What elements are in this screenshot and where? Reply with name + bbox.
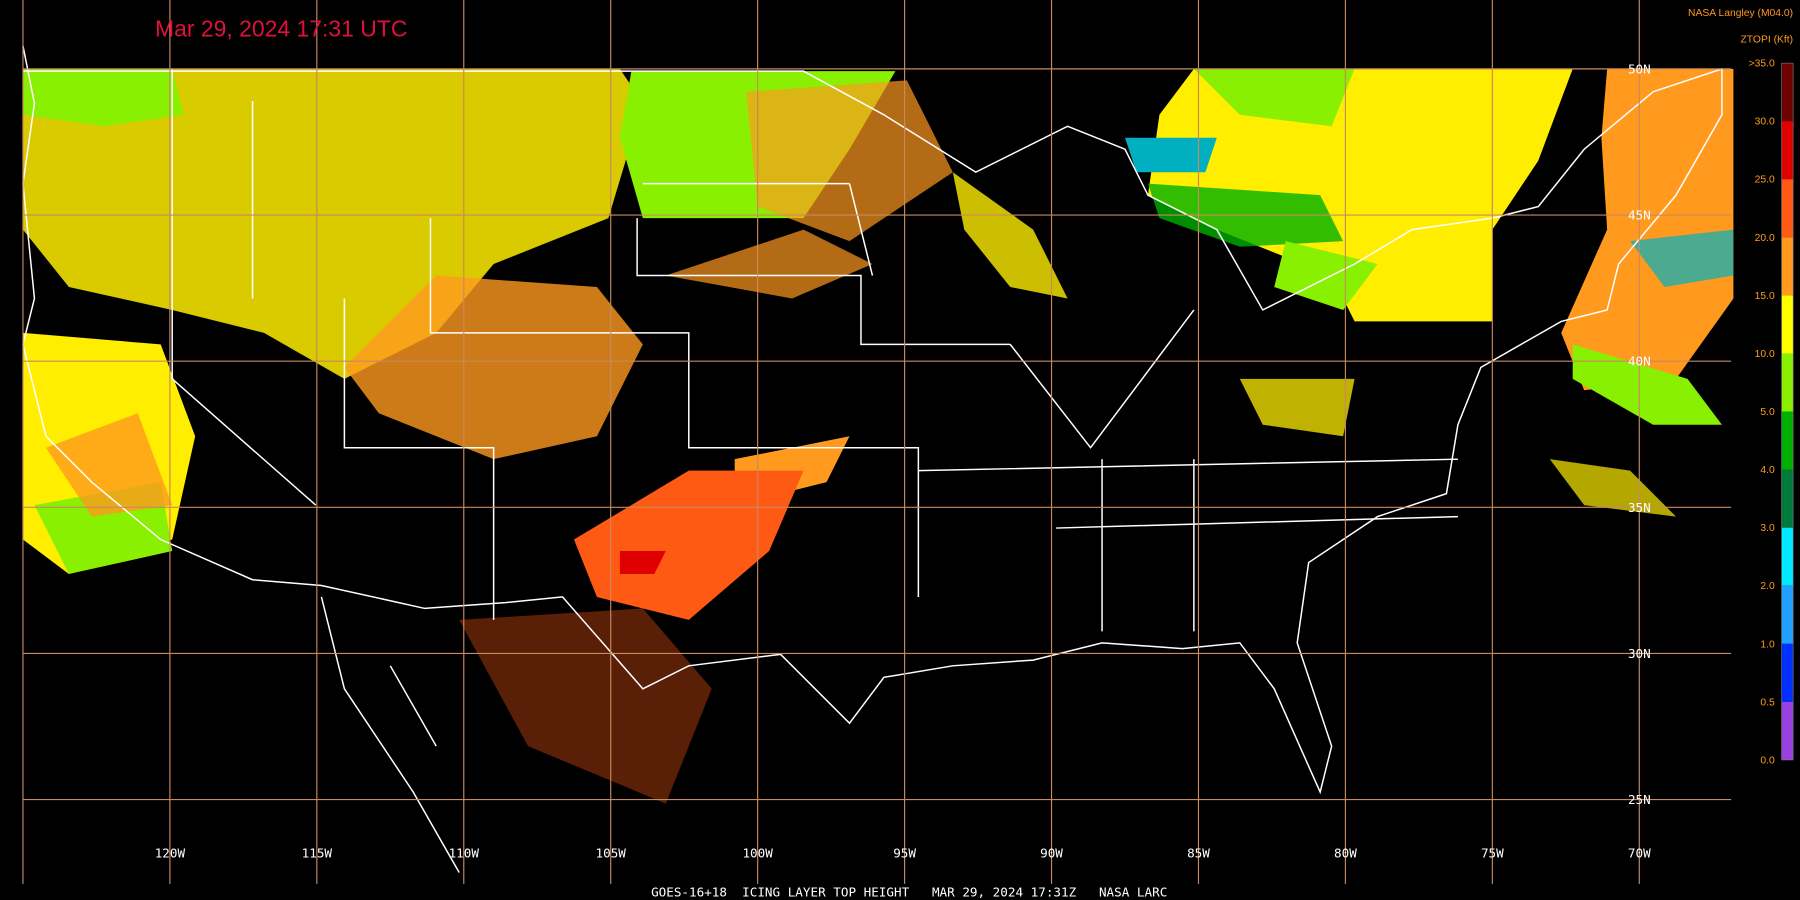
legend-label: 0.0 xyxy=(1760,755,1775,766)
longitude-label: 75W xyxy=(1481,846,1504,861)
longitude-label: 120W xyxy=(155,846,186,861)
latitude-label: 35N xyxy=(1628,500,1651,515)
longitude-label: 105W xyxy=(596,846,627,861)
legend-frame xyxy=(1781,62,1794,761)
longitude-label: 90W xyxy=(1040,846,1063,861)
legend-label: 25.0 xyxy=(1755,175,1775,186)
longitude-label: 110W xyxy=(449,846,480,861)
longitude-label: 70W xyxy=(1628,846,1651,861)
longitude-label: 115W xyxy=(302,846,333,861)
timestamp: Mar 29, 2024 17:31 UTC xyxy=(155,16,407,42)
legend-swatch xyxy=(1781,701,1794,760)
legend-label: 3.0 xyxy=(1760,523,1775,534)
longitude-label: 95W xyxy=(893,846,916,861)
legend-swatch xyxy=(1781,237,1794,296)
legend-swatch xyxy=(1781,527,1794,586)
longitude-label: 100W xyxy=(742,846,773,861)
legend-swatch xyxy=(1781,121,1794,180)
legend-swatch xyxy=(1781,469,1794,528)
legend-label: 10.0 xyxy=(1755,349,1775,360)
legend-label: 5.0 xyxy=(1760,407,1775,418)
footer: GOES-16+18 ICING LAYER TOP HEIGHT MAR 29… xyxy=(651,885,1167,900)
latitude-label: 30N xyxy=(1628,646,1651,661)
cloud-fields xyxy=(22,68,1734,804)
latitude-label: 40N xyxy=(1628,354,1651,369)
graticule: 120W 115W 110W 105W 100W 95W 90W 85W 80W 75W 70W 50… xyxy=(22,0,1732,884)
legend-swatch xyxy=(1781,643,1794,702)
legend-swatch xyxy=(1781,295,1794,354)
legend-swatch xyxy=(1781,179,1794,238)
longitude-label: 80W xyxy=(1334,846,1357,861)
legend-label: 30.0 xyxy=(1755,117,1775,128)
longitude-label: 85W xyxy=(1187,846,1210,861)
legend-swatch xyxy=(1781,63,1794,122)
legend-swatch xyxy=(1781,585,1794,644)
latitude-label: 45N xyxy=(1628,208,1651,223)
legend-label: 2.0 xyxy=(1760,581,1775,592)
legend-label: 15.0 xyxy=(1755,291,1775,302)
legend-label: 4.0 xyxy=(1760,465,1775,476)
political-borders xyxy=(22,45,1723,873)
latitude-label: 50N xyxy=(1628,61,1651,76)
legend-label: 1.0 xyxy=(1760,639,1775,650)
source: NASA Langley (M04.0) xyxy=(1688,8,1793,19)
legend-label: 20.0 xyxy=(1755,233,1775,244)
legend-label: >35.0 xyxy=(1749,59,1775,70)
legend-swatch xyxy=(1781,353,1794,412)
legend: >35.0 30.0 25.0 20.0 15.0 10.0 5.0 4.0 3.0 2.0 1.0… xyxy=(1749,59,1794,766)
legend-swatch xyxy=(1781,411,1794,470)
latitude-label: 25N xyxy=(1628,792,1651,807)
legend-label: 0.5 xyxy=(1760,697,1775,708)
legend-title: ZTOPI (Kft) xyxy=(1741,34,1794,45)
